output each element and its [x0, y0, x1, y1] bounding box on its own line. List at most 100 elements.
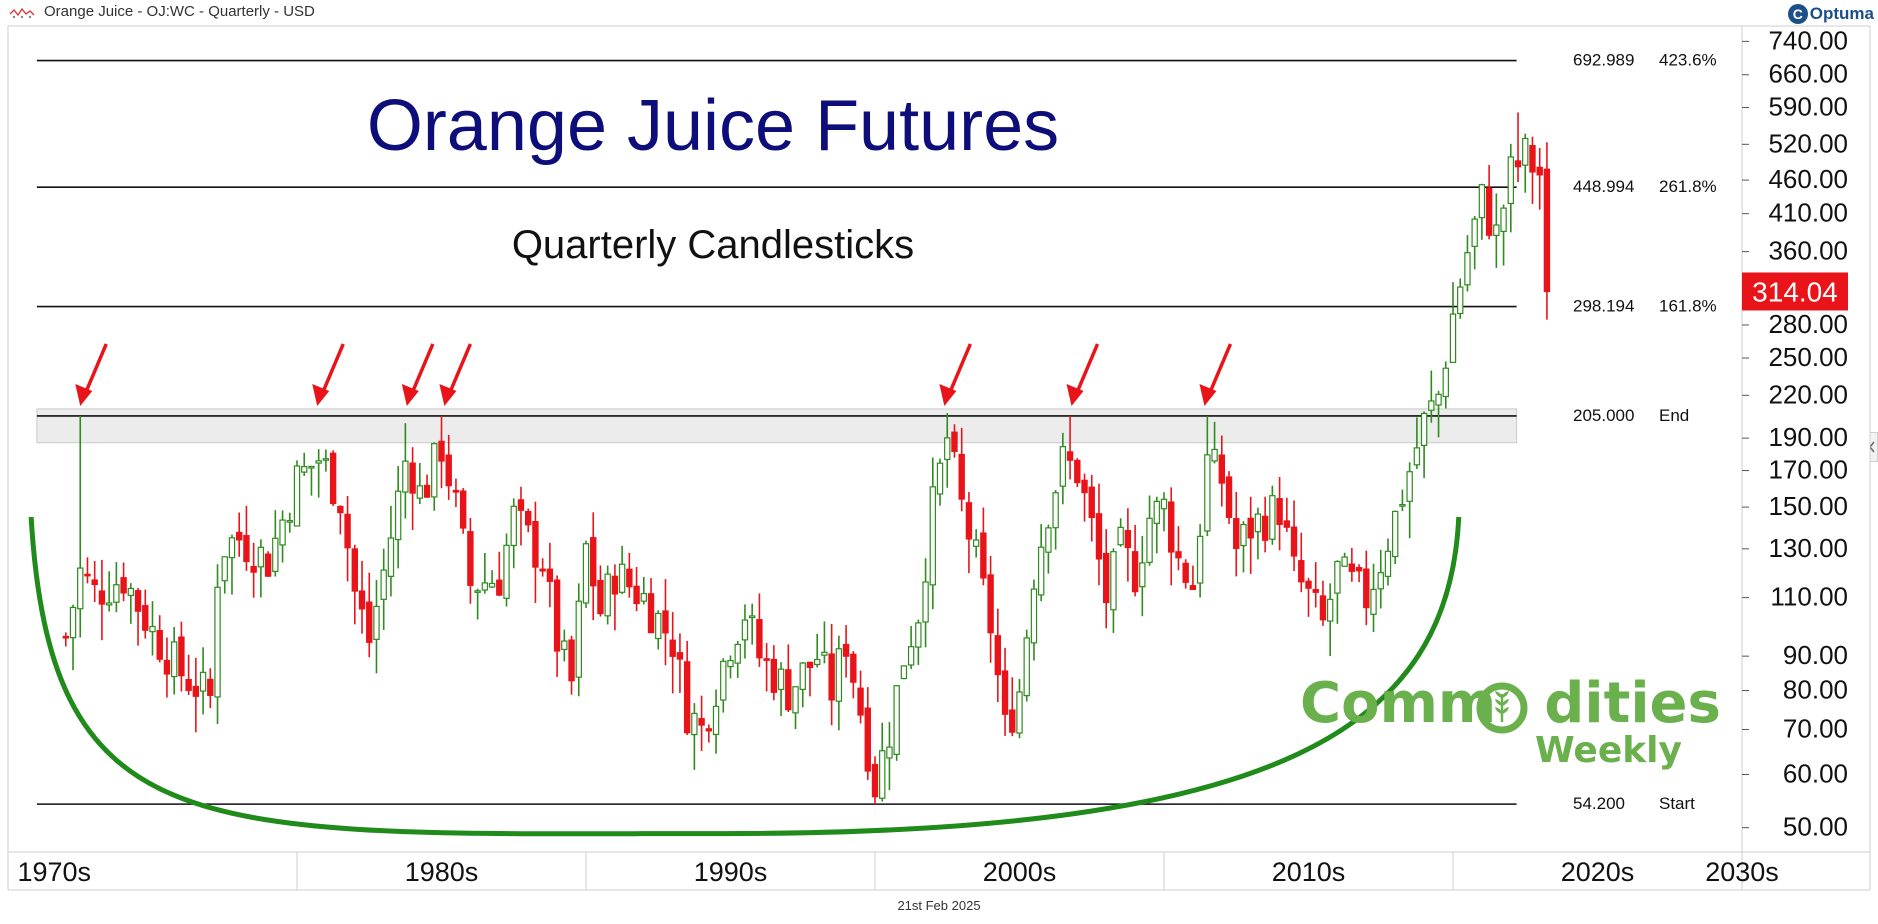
candle	[431, 442, 438, 511]
candle-body	[1326, 598, 1334, 622]
candle	[907, 626, 915, 670]
candle-body	[496, 579, 503, 596]
red-arrow	[939, 343, 972, 406]
candle-body	[1428, 400, 1435, 411]
candle	[1413, 417, 1421, 469]
candle	[806, 661, 814, 697]
candle	[416, 463, 424, 505]
candle	[199, 647, 207, 715]
brand-name: Optuma	[1809, 4, 1874, 23]
candle-body	[893, 685, 900, 755]
candle-body	[965, 502, 973, 540]
candle-body	[1110, 551, 1117, 611]
candle-body	[799, 662, 806, 690]
candle	[1341, 552, 1348, 567]
candle	[1471, 215, 1478, 270]
candle	[828, 623, 835, 726]
candle	[626, 552, 633, 598]
candle-body	[1290, 526, 1298, 557]
candle	[91, 561, 98, 602]
candle-body	[380, 569, 387, 600]
candle	[871, 756, 879, 805]
candle	[459, 488, 467, 534]
y-tick-label: 460.00	[1768, 164, 1848, 194]
candle-body	[1139, 562, 1146, 588]
fib-level-value: 692.989	[1573, 51, 1634, 70]
candle-body	[1413, 447, 1421, 466]
candle	[1225, 471, 1233, 524]
candle-body	[850, 653, 857, 683]
candle	[1384, 538, 1392, 586]
candle	[994, 608, 1002, 703]
candle-body	[69, 606, 77, 639]
red-arrow-head	[401, 384, 419, 406]
watermark-prefix: Comm	[1300, 671, 1496, 736]
candle	[510, 498, 517, 569]
red-arrow	[439, 343, 473, 406]
candle	[387, 505, 395, 597]
red-arrow-head	[75, 384, 93, 406]
candle-body	[1529, 145, 1536, 173]
candle-body	[1009, 709, 1016, 733]
candle-body	[62, 635, 70, 639]
candle-body	[705, 728, 713, 732]
candle-body	[792, 686, 799, 714]
candle	[1074, 458, 1081, 487]
candle	[344, 496, 351, 582]
candle-body	[272, 537, 279, 572]
candle	[691, 703, 698, 770]
candle	[604, 565, 611, 625]
candle-body	[828, 653, 835, 701]
candle	[1276, 477, 1283, 551]
candle-body	[207, 678, 214, 696]
candle-body	[1435, 393, 1442, 406]
candle	[445, 434, 452, 500]
y-tick-label: 80.00	[1783, 675, 1848, 705]
candle-body	[633, 585, 640, 605]
x-tick-label: 2030s	[1705, 857, 1779, 887]
candle-body	[1074, 459, 1081, 484]
candle-body	[1088, 486, 1095, 519]
candle	[655, 610, 662, 650]
candle-body	[286, 520, 293, 523]
candle	[113, 562, 120, 613]
candle	[792, 686, 799, 730]
candle	[662, 579, 669, 666]
candle	[308, 465, 315, 496]
candle	[944, 413, 951, 488]
red-arrow	[401, 343, 435, 406]
candle-body	[178, 636, 185, 677]
candle	[980, 507, 987, 586]
candle	[517, 486, 525, 546]
candle-body	[575, 600, 582, 678]
candle-body	[568, 639, 575, 682]
candle-body	[1420, 412, 1428, 446]
red-arrow-head	[939, 384, 957, 406]
candle-body	[1319, 595, 1327, 621]
candle-body	[1233, 518, 1240, 549]
candle-body	[626, 568, 633, 588]
candle	[929, 457, 937, 610]
candle-body	[546, 568, 554, 582]
candle	[1377, 549, 1384, 609]
candle	[1500, 204, 1507, 266]
red-arrow-shaft	[82, 343, 108, 397]
candle-body	[199, 671, 207, 692]
y-tick-label: 590.00	[1768, 91, 1848, 121]
candle	[835, 635, 843, 731]
candle-body	[1269, 495, 1276, 540]
candle-body	[842, 643, 850, 657]
red-arrow-shaft	[1206, 343, 1233, 397]
candle-body	[1522, 137, 1529, 166]
y-tick-label: 50.00	[1783, 812, 1848, 842]
candle-body	[423, 484, 431, 498]
candle	[1298, 532, 1305, 593]
candle	[1420, 411, 1428, 479]
candle	[546, 542, 554, 608]
candle-body	[1052, 492, 1059, 529]
candle	[301, 452, 308, 476]
candle-body	[250, 565, 257, 573]
candle	[62, 632, 70, 647]
candle	[676, 633, 684, 693]
candle	[467, 517, 474, 604]
